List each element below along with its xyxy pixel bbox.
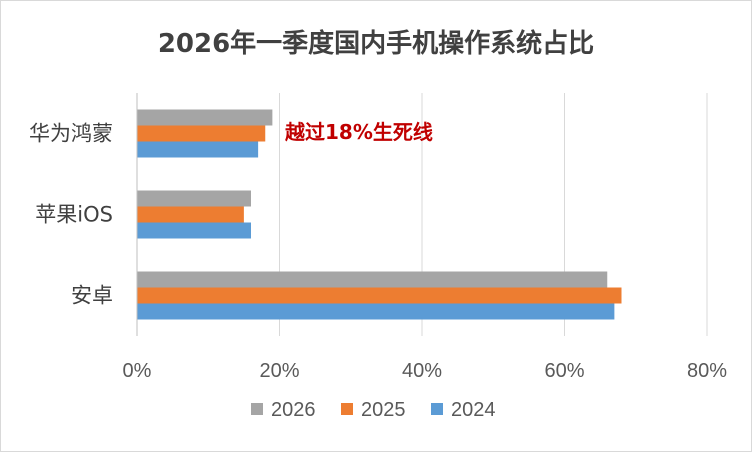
x-tick-label: 0% — [123, 360, 152, 382]
chart-title: 2026年一季度国内手机操作系统占比 — [157, 29, 595, 59]
category-label: 安卓 — [71, 284, 113, 308]
legend-label-2025: 2025 — [361, 399, 406, 421]
legend-swatch-2024 — [431, 403, 443, 415]
bar-2026-2 — [137, 271, 608, 288]
annotation-label: 越过18%生死线 — [284, 120, 433, 144]
bar-2025-0 — [137, 125, 266, 142]
category-label: 华为鸿蒙 — [29, 122, 113, 146]
bar-2026-0 — [137, 109, 273, 126]
bar-2026-1 — [137, 190, 251, 207]
x-tick-label: 40% — [402, 360, 442, 382]
x-tick-label: 60% — [544, 360, 584, 382]
bar-2025-2 — [137, 287, 622, 304]
category-label: 苹果iOS — [35, 203, 113, 227]
legend-label-2024: 2024 — [451, 399, 496, 421]
bar-2024-1 — [137, 222, 251, 239]
bar-2025-1 — [137, 206, 244, 223]
x-tick-label: 20% — [259, 360, 299, 382]
bar-2024-2 — [137, 303, 615, 320]
legend-swatch-2025 — [341, 403, 353, 415]
legend-swatch-2026 — [251, 403, 263, 415]
x-tick-label: 80% — [687, 360, 727, 382]
bar-2024-0 — [137, 141, 259, 158]
legend-label-2026: 2026 — [271, 399, 316, 421]
